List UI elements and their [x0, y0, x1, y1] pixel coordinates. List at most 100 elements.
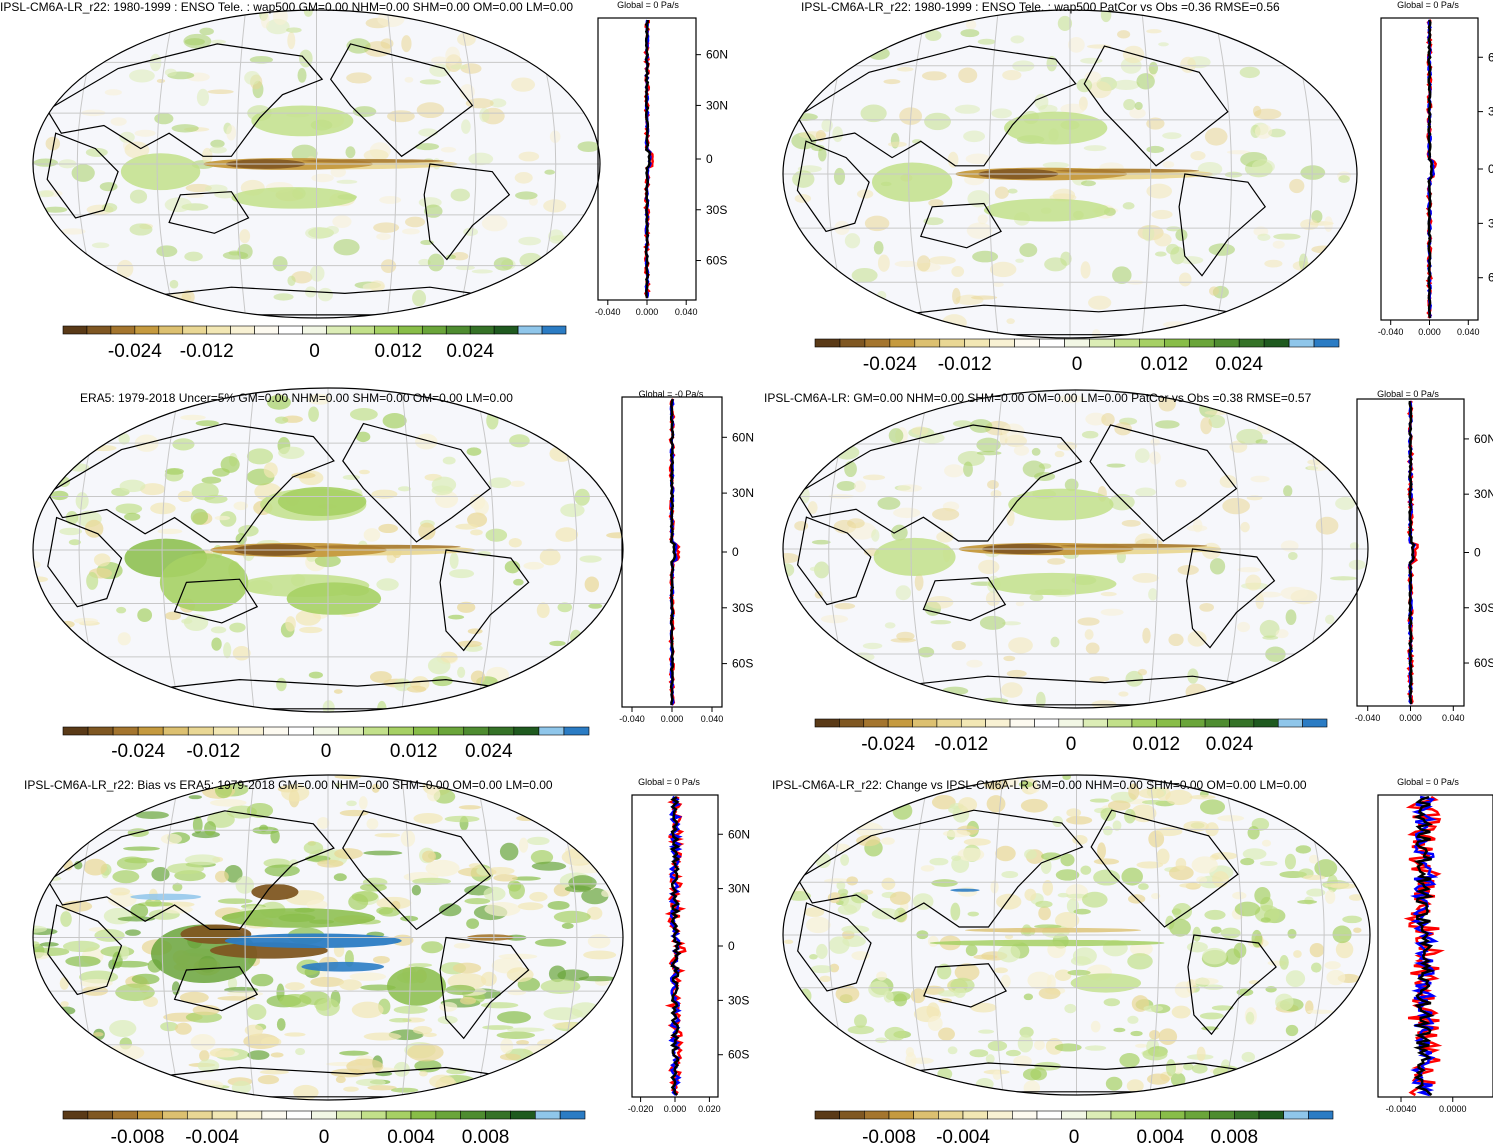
colorbar-swatch [863, 718, 889, 728]
field-patch [415, 143, 440, 151]
field-patch [941, 314, 967, 332]
field-patch [468, 863, 483, 869]
south-america-coast [1186, 548, 1276, 649]
field-patch [373, 222, 400, 233]
field-patch [1121, 867, 1143, 886]
field-patch [389, 1018, 412, 1023]
colorbar-swatch [278, 325, 303, 335]
colorbar-label: 0.024 [465, 741, 513, 762]
field-patch [836, 881, 846, 891]
field-patch [45, 136, 61, 151]
field-patch [119, 131, 135, 144]
field-patch [425, 859, 460, 877]
field-patch [957, 847, 985, 862]
field-patch [419, 1070, 428, 1077]
map-panel-1 [32, 9, 601, 319]
colorbar-swatch [410, 1110, 437, 1120]
profile-lat-label: 30N [706, 98, 728, 112]
field-patch [184, 251, 203, 262]
south-america-coast [1187, 934, 1277, 1036]
colorbar-swatch [1039, 338, 1065, 348]
profile-lat-label: 60N [706, 48, 728, 62]
field-patch [330, 166, 347, 178]
field-patch [151, 867, 170, 882]
field-patch [227, 976, 238, 990]
field-patch [1060, 103, 1086, 115]
field-patch [1090, 1020, 1101, 1033]
profile-lat-label: 60N [1474, 432, 1493, 446]
south-america-green-bias [387, 966, 446, 1006]
field-patch [1275, 993, 1294, 1011]
field-patch [116, 606, 127, 614]
field-patch [412, 877, 452, 886]
field-patch [244, 70, 261, 85]
colorbar-swatch [87, 1110, 114, 1120]
colorbar-swatch [1184, 1110, 1210, 1120]
field-patch [1257, 233, 1271, 241]
field-patch [317, 859, 344, 868]
field-patch [884, 1026, 906, 1042]
field-patch [976, 437, 1001, 453]
field-patch [418, 128, 438, 137]
field-patch [967, 190, 991, 208]
field-patch [1142, 1048, 1168, 1061]
colorbar-swatch [445, 325, 471, 335]
field-patch [372, 955, 390, 964]
meridian-line [33, 10, 34, 318]
field-patch [1054, 969, 1072, 981]
colorbar-swatch [914, 338, 941, 348]
profile-lat-label: 30S [728, 993, 749, 1007]
profile-frame [1377, 794, 1493, 1098]
field-patch [346, 800, 357, 807]
field-patch [1168, 633, 1184, 647]
profile-lat-label: 30N [728, 882, 750, 896]
north-pacific-green-bias [221, 908, 376, 928]
field-patch [1210, 926, 1222, 934]
field-patch [371, 783, 380, 793]
colorbar-swatch [960, 718, 986, 728]
field-patch [514, 172, 533, 184]
equatorial-blue-bias [224, 933, 402, 949]
field-patch [204, 821, 217, 836]
field-patch [944, 464, 964, 478]
field-patch [926, 596, 954, 609]
field-patch [351, 891, 379, 902]
field-patch [513, 578, 524, 586]
field-patch [485, 528, 508, 542]
field-patch [50, 490, 69, 501]
field-patch [1001, 682, 1023, 698]
field-patch [601, 889, 611, 898]
field-patch [1127, 1015, 1139, 1024]
africa-coast [796, 516, 872, 606]
field-patch [291, 271, 313, 284]
field-patch [993, 967, 1008, 974]
field-patch [311, 173, 334, 183]
field-patch [1125, 670, 1144, 687]
field-patch [987, 480, 999, 490]
colorbar-swatch [485, 1110, 511, 1120]
field-patch [1042, 161, 1070, 169]
colorbar-swatch [534, 1110, 561, 1120]
field-patch [109, 887, 131, 896]
field-patch [792, 170, 815, 188]
field-patch [376, 233, 392, 241]
field-patch [1180, 56, 1196, 73]
field-patch [963, 461, 973, 477]
colorbar-swatch [263, 726, 289, 736]
field-patch [1190, 150, 1206, 161]
field-patch [883, 79, 901, 85]
field-patch [457, 32, 476, 46]
profile-x-tick-label: 0.040 [1442, 713, 1465, 723]
field-patch [1220, 927, 1241, 939]
field-patch [429, 63, 451, 77]
field-patch [461, 119, 471, 134]
field-patch [1035, 900, 1053, 908]
field-patch [405, 216, 426, 228]
colorbar-swatch [1110, 1110, 1136, 1120]
field-patch [574, 488, 590, 506]
colorbar-swatch [326, 325, 351, 335]
field-patch [1136, 73, 1155, 90]
field-patch [1168, 865, 1194, 881]
field-patch [914, 573, 924, 591]
field-patch [846, 876, 858, 886]
